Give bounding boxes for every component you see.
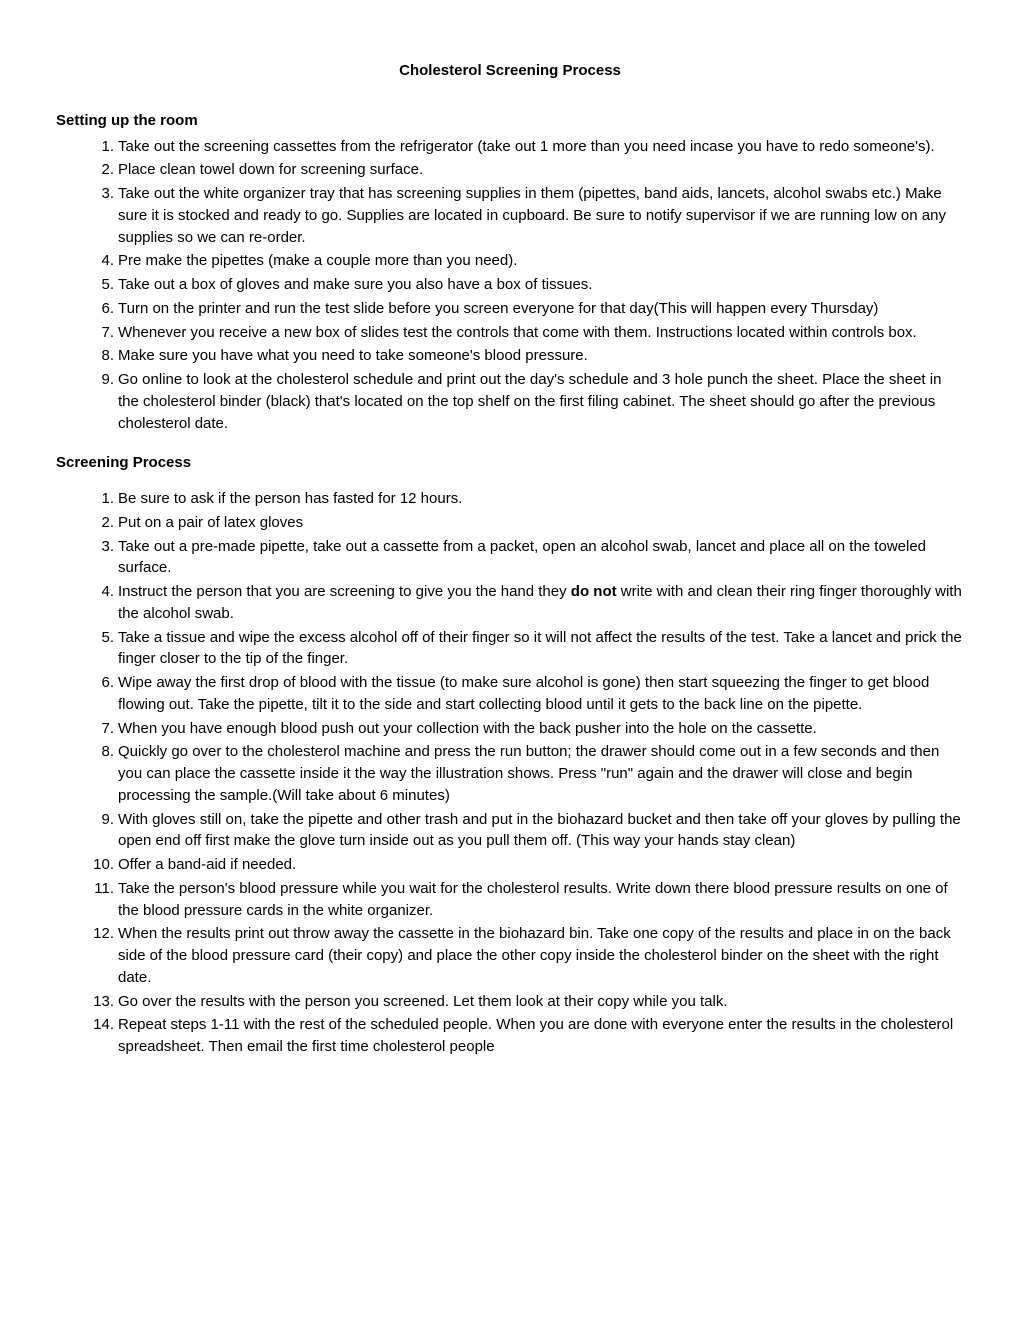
list-item-number: 8.	[86, 741, 114, 763]
list-item-number: 12.	[86, 923, 114, 945]
list-item: 9.With gloves still on, take the pipette…	[118, 809, 964, 853]
list-item-text: Take out the screening cassettes from th…	[118, 138, 935, 155]
list-item-number: 8.	[86, 345, 114, 367]
list-item: 7.Whenever you receive a new box of slid…	[118, 322, 964, 344]
list-item: 2.Place clean towel down for screening s…	[118, 159, 964, 181]
list-item-number: 7.	[86, 322, 114, 344]
list-item-text: Go over the results with the person you …	[118, 993, 728, 1010]
list-item-text: Put on a pair of latex gloves	[118, 514, 303, 531]
list-item-text: Whenever you receive a new box of slides…	[118, 324, 917, 341]
list-item: 5.Take out a box of gloves and make sure…	[118, 274, 964, 296]
list-item-number: 9.	[86, 369, 114, 391]
list-item-number: 2.	[86, 512, 114, 534]
list-item-number: 3.	[86, 536, 114, 558]
list-item-number: 6.	[86, 672, 114, 694]
list-item-text: Pre make the pipettes (make a couple mor…	[118, 252, 517, 269]
list-item: 8.Quickly go over to the cholesterol mac…	[118, 741, 964, 806]
bold-text: do not	[571, 583, 617, 600]
list-item-text: Place clean towel down for screening sur…	[118, 161, 423, 178]
list-item: 7.When you have enough blood push out yo…	[118, 718, 964, 740]
list-item-text: Take out a box of gloves and make sure y…	[118, 276, 592, 293]
list-item-text: Take a tissue and wipe the excess alcoho…	[118, 629, 962, 668]
list-item-text: Instruct the person that you are screeni…	[118, 583, 962, 622]
list-item-number: 6.	[86, 298, 114, 320]
list-item: 14.Repeat steps 1-11 with the rest of th…	[118, 1014, 964, 1058]
list-item-number: 10.	[86, 854, 114, 876]
list-item: 6.Wipe away the first drop of blood with…	[118, 672, 964, 716]
list-item-text: Wipe away the first drop of blood with t…	[118, 674, 929, 713]
list-item: 5.Take a tissue and wipe the excess alco…	[118, 627, 964, 671]
section-heading-screening: Screening Process	[56, 452, 964, 474]
list-item-number: 5.	[86, 627, 114, 649]
list-item: 6.Turn on the printer and run the test s…	[118, 298, 964, 320]
list-item-number: 14.	[86, 1014, 114, 1036]
list-item: 13.Go over the results with the person y…	[118, 991, 964, 1013]
section-heading-setup: Setting up the room	[56, 110, 964, 132]
list-item-text: When the results print out throw away th…	[118, 925, 951, 986]
list-item: 3.Take out a pre-made pipette, take out …	[118, 536, 964, 580]
list-item-number: 4.	[86, 581, 114, 603]
list-item-text: Be sure to ask if the person has fasted …	[118, 490, 462, 507]
list-item: 9.Go online to look at the cholesterol s…	[118, 369, 964, 434]
list-item-number: 4.	[86, 250, 114, 272]
list-setup: 1.Take out the screening cassettes from …	[56, 136, 964, 435]
list-item-text: With gloves still on, take the pipette a…	[118, 811, 961, 850]
list-item: 12.When the results print out throw away…	[118, 923, 964, 988]
list-item-number: 7.	[86, 718, 114, 740]
list-item: 4.Pre make the pipettes (make a couple m…	[118, 250, 964, 272]
list-item-text: Turn on the printer and run the test sli…	[118, 300, 878, 317]
list-item-text: Make sure you have what you need to take…	[118, 347, 588, 364]
list-item: 2.Put on a pair of latex gloves	[118, 512, 964, 534]
list-item-text: When you have enough blood push out your…	[118, 720, 817, 737]
list-item-number: 5.	[86, 274, 114, 296]
list-item: 11.Take the person's blood pressure whil…	[118, 878, 964, 922]
list-item: 1.Be sure to ask if the person has faste…	[118, 488, 964, 510]
list-item: 1.Take out the screening cassettes from …	[118, 136, 964, 158]
list-item: 8.Make sure you have what you need to ta…	[118, 345, 964, 367]
list-item-number: 13.	[86, 991, 114, 1013]
list-item-text: Take out the white organizer tray that h…	[118, 185, 946, 246]
list-item: 10.Offer a band-aid if needed.	[118, 854, 964, 876]
list-item-number: 1.	[86, 136, 114, 158]
list-item-text: Take the person's blood pressure while y…	[118, 880, 948, 919]
list-item-text: Quickly go over to the cholesterol machi…	[118, 743, 939, 804]
list-item-text: Take out a pre-made pipette, take out a …	[118, 538, 926, 577]
list-item-number: 9.	[86, 809, 114, 831]
list-item-text: Offer a band-aid if needed.	[118, 856, 296, 873]
list-item: 3.Take out the white organizer tray that…	[118, 183, 964, 248]
list-item-number: 11.	[86, 878, 114, 900]
list-item: 4.Instruct the person that you are scree…	[118, 581, 964, 625]
document-title: Cholesterol Screening Process	[56, 60, 964, 82]
list-screening: 1.Be sure to ask if the person has faste…	[56, 488, 964, 1058]
list-item-number: 3.	[86, 183, 114, 205]
list-item-number: 2.	[86, 159, 114, 181]
list-item-number: 1.	[86, 488, 114, 510]
list-item-text: Go online to look at the cholesterol sch…	[118, 371, 941, 432]
list-item-text: Repeat steps 1-11 with the rest of the s…	[118, 1016, 953, 1055]
